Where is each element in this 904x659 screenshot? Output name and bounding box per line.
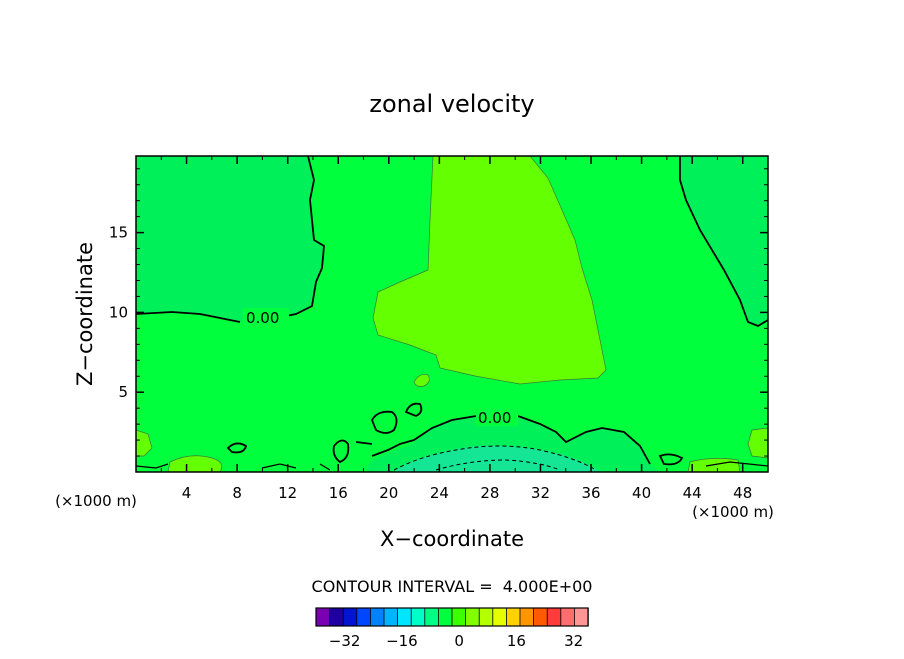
colorbar-swatch <box>574 607 589 627</box>
contour-label-1: 0.00 <box>246 309 279 327</box>
region-weak-positive-bottom-right <box>747 427 768 459</box>
contour-negative-4 <box>393 445 597 471</box>
contour-blob-1 <box>370 410 398 434</box>
region-weak-positive-blob <box>413 373 430 387</box>
colorbar-swatch <box>533 607 548 627</box>
colorbar-swatch <box>424 607 440 627</box>
colorbar-frame <box>315 607 589 627</box>
x-tick-label: 28 <box>480 484 499 502</box>
contour-label-2: 0.00 <box>478 409 511 427</box>
colorbar-tick-label: 16 <box>507 632 526 650</box>
region-slight-negative-upper-left <box>136 156 324 322</box>
x-tick-label: 44 <box>683 484 702 502</box>
x-unit-left: (×1000 m) <box>55 492 137 510</box>
colorbar-tick-label: 32 <box>564 632 583 650</box>
x-tick-label: 24 <box>430 484 449 502</box>
contour-bottom-wiggle <box>136 461 768 471</box>
region-negative-core <box>394 445 600 472</box>
contour-zero-lower <box>371 415 651 465</box>
colorbar-swatch <box>369 607 385 627</box>
x-tick-label: 36 <box>581 484 600 502</box>
chart-title: zonal velocity <box>369 90 534 118</box>
x-tick-label: 32 <box>531 484 550 502</box>
x-tick-label: 48 <box>733 484 752 502</box>
colorbar-swatch <box>546 607 562 627</box>
plot-frame <box>135 155 769 473</box>
colorbar-swatch <box>342 607 358 627</box>
x-tick-label: 16 <box>329 484 348 502</box>
contour-lines <box>136 156 768 471</box>
colorbar-tick-label: −16 <box>386 632 418 650</box>
colorbar-swatch <box>478 607 494 627</box>
contour-interval: CONTOUR INTERVAL = 4.000E+00 <box>312 577 593 596</box>
y-tick-label: 10 <box>109 303 128 321</box>
colorbar-swatch <box>492 607 508 627</box>
contour-zero-left <box>136 156 325 323</box>
contour-labels: 0.00 0.00 <box>243 308 518 427</box>
colorbar-swatch <box>451 607 467 627</box>
contour-negative-8 <box>435 459 561 471</box>
colorbar-tick-label: −32 <box>329 632 361 650</box>
x-tick-label: 12 <box>278 484 297 502</box>
x-tick-label: 4 <box>182 484 192 502</box>
y-tick-label: 5 <box>118 383 128 401</box>
contour-label-bg-1 <box>243 308 289 326</box>
region-slight-negative-upper-right <box>680 156 768 326</box>
contour-zero-right <box>679 156 768 328</box>
region-weak-positive-bottom-left <box>136 429 153 457</box>
x-tick-label: 8 <box>232 484 242 502</box>
x-axis-label: X−coordinate <box>380 527 524 551</box>
contour-blob-5 <box>658 453 684 466</box>
colorbar-swatch <box>410 607 426 627</box>
x-tick-label: 40 <box>632 484 651 502</box>
contour-blob-6 <box>355 441 373 445</box>
colorbar-swatch <box>505 607 521 627</box>
y-tick-label: 15 <box>109 224 128 242</box>
contour-blob-2 <box>404 402 423 417</box>
contour-label-bg-2 <box>476 408 518 426</box>
x-tick-label: 20 <box>379 484 398 502</box>
x-unit-right: (×1000 m) <box>692 503 774 521</box>
colorbar: −32 −16 0 16 32 <box>315 607 589 650</box>
contour-blob-3 <box>226 442 248 454</box>
x-axis: 4 8 12 16 20 24 28 32 36 40 44 48 <box>160 156 752 502</box>
colorbar-swatch <box>465 607 480 627</box>
colorbar-swatch <box>397 607 412 627</box>
colorbar-tick-label: 0 <box>454 632 464 650</box>
colorbar-swatch <box>356 607 372 627</box>
colorbar-swatch <box>437 607 453 627</box>
colorbar-swatch <box>329 607 344 627</box>
plot-area <box>136 156 768 472</box>
y-axis-label: Z−coordinate <box>73 242 97 386</box>
region-weak-positive-bottom-left2 <box>167 455 223 472</box>
region-weak-positive <box>372 156 607 385</box>
y-axis: 5 10 15 <box>109 168 768 457</box>
contour-blob-4 <box>332 439 350 464</box>
colorbar-swatch <box>383 607 399 627</box>
colorbar-swatch <box>560 607 576 627</box>
negative-contours <box>393 445 597 471</box>
colorbar-swatch <box>315 607 331 627</box>
colorbar-swatch <box>519 607 535 627</box>
